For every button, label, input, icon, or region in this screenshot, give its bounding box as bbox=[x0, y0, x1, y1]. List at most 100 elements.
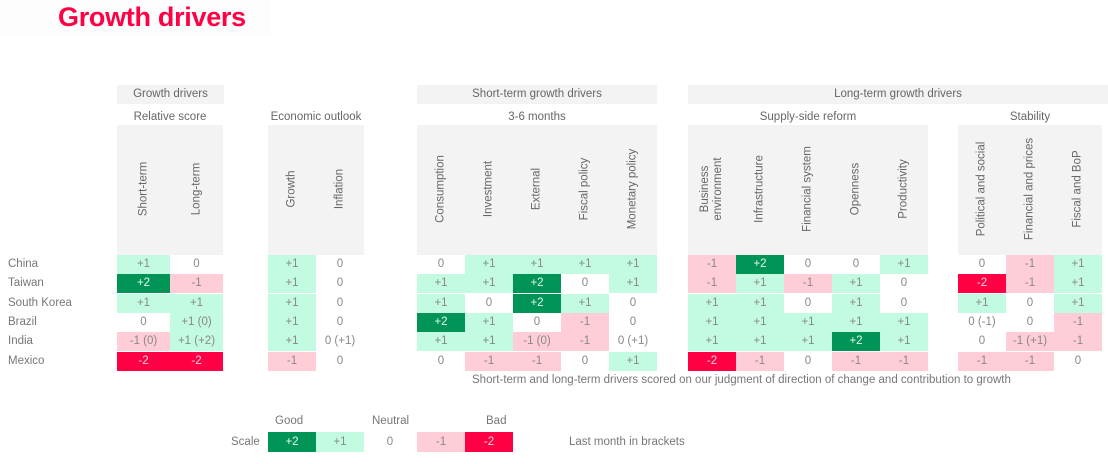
score-cell: -1 bbox=[1006, 351, 1054, 371]
score-cell: +1 bbox=[1054, 274, 1102, 294]
group-subheader: Relative score bbox=[133, 111, 207, 123]
score-cell: -1 bbox=[268, 351, 316, 371]
score-cell: 0 bbox=[140, 315, 147, 328]
column-header-label: Short-term bbox=[137, 161, 149, 216]
score-cell: 0 bbox=[1026, 296, 1034, 309]
legend-scale-label: Scale bbox=[231, 436, 260, 448]
score-cell: -1 bbox=[688, 255, 736, 274]
header-divider bbox=[958, 252, 1102, 255]
score-cell: 0 bbox=[804, 296, 812, 309]
column-header: Investment bbox=[465, 125, 513, 252]
column-header-label: Financial and prices bbox=[1023, 137, 1036, 240]
score-cell: -1 bbox=[832, 351, 880, 371]
column-header-label: Growth bbox=[285, 169, 298, 208]
score-cell: +2 bbox=[513, 274, 561, 294]
score-cell: +1 bbox=[880, 312, 928, 332]
score-cell: 0 bbox=[900, 296, 908, 309]
score-cell: 0 bbox=[900, 277, 908, 290]
score-cell: +1 bbox=[1054, 293, 1102, 313]
column-header-label: Fiscal and BoP bbox=[1071, 149, 1084, 228]
score-cell: +1 bbox=[832, 274, 880, 294]
column-header-band bbox=[417, 125, 657, 252]
column-header-label: Business environment bbox=[699, 156, 724, 221]
score-cell: +1 bbox=[736, 312, 784, 332]
header-divider bbox=[268, 252, 364, 255]
score-cell: +1 bbox=[880, 332, 928, 352]
row-label-country: Brazil bbox=[8, 315, 37, 328]
group-subheader: Stability bbox=[1009, 111, 1051, 123]
column-header-label: Financial system bbox=[801, 145, 814, 232]
score-cell: 0 bbox=[336, 277, 344, 290]
score-cell: +1 bbox=[736, 332, 784, 352]
score-cell: +1 bbox=[513, 255, 561, 274]
score-cell: -2 bbox=[170, 351, 223, 371]
column-header: Fiscal policy bbox=[561, 125, 609, 252]
score-cell: 0 bbox=[852, 258, 860, 270]
column-header: Fiscal and BoP bbox=[1054, 125, 1102, 252]
score-cell: -1 bbox=[1054, 332, 1102, 352]
score-cell: 0 bbox=[581, 354, 589, 367]
score-cell: 0 bbox=[804, 354, 812, 367]
score-cell: 0 bbox=[533, 315, 541, 328]
legend-bad-label: Bad bbox=[486, 415, 507, 427]
score-cell: +2 bbox=[513, 293, 561, 313]
score-cell: +1 bbox=[465, 312, 513, 332]
group-header: Growth drivers bbox=[117, 85, 224, 104]
column-header-label: Openness bbox=[849, 162, 862, 215]
score-cell: +1 bbox=[832, 293, 880, 313]
score-cell: 0 bbox=[336, 354, 344, 367]
row-label-country: China bbox=[8, 258, 39, 270]
score-cell: +1 bbox=[170, 293, 223, 313]
column-header: Long-term bbox=[170, 125, 223, 252]
score-cell: 0 bbox=[804, 258, 812, 270]
score-cell: -2 bbox=[958, 274, 1006, 294]
score-cell: 0 bbox=[1026, 315, 1034, 328]
column-header-band bbox=[688, 125, 928, 252]
row-label-country: Mexico bbox=[8, 354, 45, 367]
score-cell: +1 bbox=[417, 274, 465, 294]
title-band bbox=[0, 0, 270, 36]
column-header: Consumption bbox=[417, 125, 465, 252]
score-cell: +2 bbox=[832, 332, 880, 352]
score-cell: +2 bbox=[736, 255, 784, 274]
score-cell: -1 bbox=[880, 351, 928, 371]
legend-good-label: Good bbox=[275, 415, 304, 427]
score-cell: +2 bbox=[417, 312, 465, 332]
group-subheader: Supply-side reform bbox=[759, 111, 857, 123]
legend-brackets-note: Last month in brackets bbox=[569, 436, 685, 448]
score-cell: -1 (+1) bbox=[1006, 332, 1054, 352]
score-cell: +1 bbox=[465, 255, 513, 274]
column-header-label: Investment bbox=[482, 160, 495, 217]
score-cell: +2 bbox=[117, 274, 170, 294]
score-cell: -1 bbox=[465, 351, 513, 371]
score-cell: -1 bbox=[561, 312, 609, 332]
page-title: Growth drivers bbox=[58, 2, 246, 32]
group-header: Long-term growth drivers bbox=[688, 85, 1108, 104]
score-cell: +1 bbox=[1054, 255, 1102, 274]
score-cell: +1 bbox=[736, 293, 784, 313]
score-cell: 0 bbox=[336, 296, 344, 309]
score-cell: -1 bbox=[170, 274, 223, 294]
score-cell: 0 bbox=[581, 277, 589, 290]
legend-swatch: -2 bbox=[465, 432, 513, 452]
row-label-country: Taiwan bbox=[8, 277, 44, 290]
column-header: Short-term bbox=[117, 125, 170, 252]
score-cell: -1 bbox=[513, 351, 561, 371]
header-divider bbox=[117, 252, 223, 255]
column-header: Business environment bbox=[688, 125, 736, 252]
row-label-country: South Korea bbox=[8, 296, 72, 309]
score-cell: +1 bbox=[832, 312, 880, 332]
score-cell: 0 bbox=[336, 315, 344, 328]
score-cell: +1 bbox=[880, 255, 928, 274]
column-header-label: Inflation bbox=[333, 168, 346, 209]
column-header: Growth bbox=[268, 125, 316, 252]
score-cell: -1 bbox=[958, 351, 1006, 371]
score-cell: +1 bbox=[417, 293, 465, 313]
score-cell: +1 bbox=[609, 274, 657, 294]
score-cell: -1 bbox=[784, 274, 832, 294]
column-header-label: External bbox=[530, 167, 543, 210]
score-cell: +1 bbox=[561, 255, 609, 274]
column-header-label: Consumption bbox=[434, 154, 447, 223]
score-cell: +1 bbox=[688, 293, 736, 313]
score-cell: +1 bbox=[268, 332, 316, 352]
